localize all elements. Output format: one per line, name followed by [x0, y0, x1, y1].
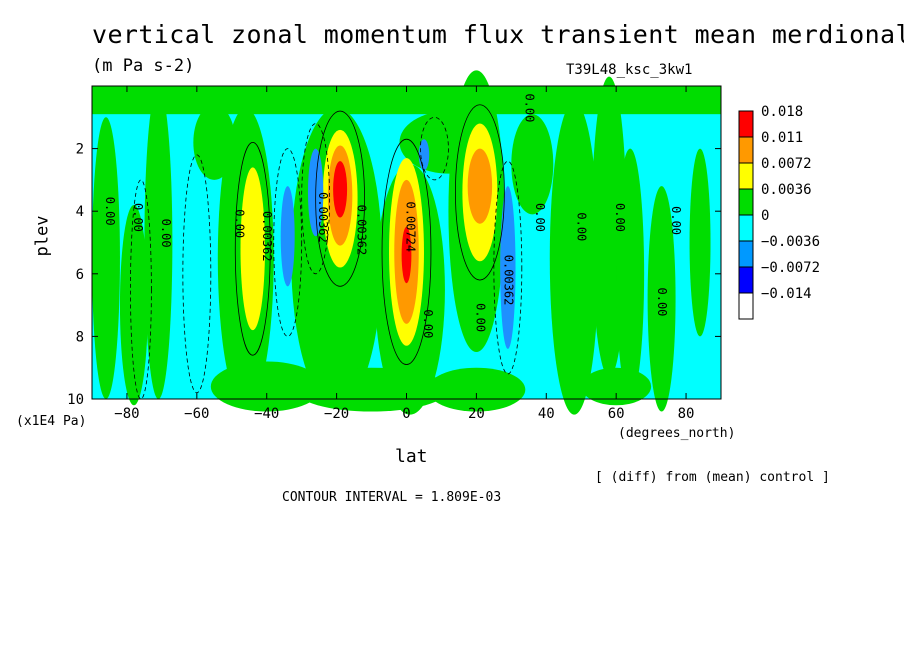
legend-swatch: [738, 292, 754, 320]
legend-swatch: [738, 266, 754, 294]
contour-label: 0.00362: [316, 192, 330, 243]
contour-label: 0.00: [575, 212, 589, 241]
x-tick-label: 0: [402, 406, 410, 422]
contour-label: 0.00362: [501, 255, 515, 306]
contour-label: 0.00: [421, 309, 435, 338]
positive-region-green: [294, 367, 449, 412]
diff-note: [ (diff) from (mean) control ]: [595, 470, 830, 485]
negative-contour-line: [493, 160, 523, 375]
positive-region-yellow: [240, 167, 265, 331]
positive-region-green: [427, 367, 526, 412]
positive-contour-line: [381, 138, 432, 365]
contour-fills: [92, 70, 721, 415]
contour-label: 0.00362: [260, 211, 274, 262]
positive-region-green: [119, 204, 148, 406]
positive-region-green: [193, 104, 236, 180]
legend-swatch: [738, 110, 754, 138]
x-tick-label: −80: [114, 406, 139, 422]
x-tick-label: 60: [608, 406, 625, 422]
contour-label: 0.00: [613, 203, 627, 232]
positive-region-red: [333, 161, 348, 218]
positive-region-green: [616, 148, 645, 399]
negative-contour-line: [273, 148, 303, 337]
contour-label: 0.00: [232, 209, 246, 238]
x-tick-label: −60: [184, 406, 209, 422]
x-axis-units: (degrees_north): [618, 426, 736, 441]
contour-interval: CONTOUR INTERVAL = 1.809E-03: [282, 490, 502, 505]
y-tick-label: 2: [76, 142, 84, 158]
positive-contour-line: [315, 110, 365, 287]
legend-swatch: [738, 136, 754, 164]
positive-region-green: [144, 86, 173, 399]
contour-label: 0.00362: [355, 205, 369, 256]
contour-label: 0.00: [669, 206, 683, 235]
legend-label: −0.0072: [761, 260, 820, 276]
contour-label: 0.00: [473, 303, 487, 332]
x-tick-label: 40: [538, 406, 555, 422]
y-tick-label: 4: [76, 204, 84, 220]
x-tick-label: 80: [678, 406, 695, 422]
color-legend: 0.018 0.011 0.0072 0.0036 0 −0.0036 −0.0072 −0.…: [738, 104, 820, 320]
legend-swatch: [738, 240, 754, 268]
positive-region-green: [511, 114, 554, 215]
negative-contour-line: [182, 154, 212, 394]
contour-label: 0.00: [655, 288, 669, 317]
legend-label: 0.018: [761, 104, 803, 120]
run-label: T39L48_ksc_3kw1: [566, 62, 693, 78]
positive-region-green: [92, 117, 120, 399]
legend-label: 0.0036: [761, 182, 812, 198]
contour-label: 0.00: [533, 203, 547, 232]
contour-lines: [130, 104, 523, 400]
legend-swatch: [738, 214, 754, 242]
negative-region-blue: [500, 186, 516, 349]
contour-labels: 0.00 0.00 0.00 0.00 0.00362 0.00362 0.00362 0.0…: [103, 93, 683, 338]
legend-label: 0.0072: [761, 156, 812, 172]
negative-contour-line: [301, 123, 331, 275]
negative-region-blue: [280, 186, 295, 287]
y-tick-label: 6: [76, 267, 84, 283]
x-tick-label: −20: [324, 406, 349, 422]
x-tick-label: 20: [468, 406, 485, 422]
positive-region-green: [581, 367, 652, 406]
legend-label: 0: [761, 208, 769, 224]
contour-label: 0.00: [131, 203, 145, 232]
x-axis-label: lat: [395, 446, 428, 467]
contour-label: 0.00724: [404, 202, 418, 253]
positive-region-green: [647, 186, 676, 412]
y-tick-label: 8: [76, 329, 84, 345]
positive-region-green: [689, 148, 711, 337]
negative-contour-line: [420, 116, 449, 181]
axes: −80 −60 −40 −20 0 20 40 60 80 2 4 6 8 10: [67, 85, 722, 422]
legend-label: −0.014: [761, 286, 812, 302]
legend-label: −0.0036: [761, 234, 820, 250]
units-label: (m Pa s-2): [92, 56, 195, 76]
positive-region-red: [401, 226, 412, 284]
positive-region-green: [549, 101, 599, 415]
legend-swatch: [738, 188, 754, 216]
legend-label: 0.011: [761, 130, 803, 146]
positive-region-orange: [467, 148, 493, 224]
contour-label: 0.00: [522, 93, 536, 122]
negative-contour-line: [130, 179, 152, 400]
contour-label: 0.00: [159, 219, 173, 248]
legend-swatch: [738, 162, 754, 190]
y-tick-label: 10: [67, 392, 84, 408]
contour-label: 0.00: [103, 197, 117, 226]
positive-contour-line: [455, 104, 505, 281]
positive-contour-line: [234, 141, 271, 356]
x-tick-label: −40: [254, 406, 279, 422]
y-axis-units: (x1E4 Pa): [16, 414, 87, 429]
chart-title: vertical zonal momentum flux transient m…: [92, 20, 904, 49]
